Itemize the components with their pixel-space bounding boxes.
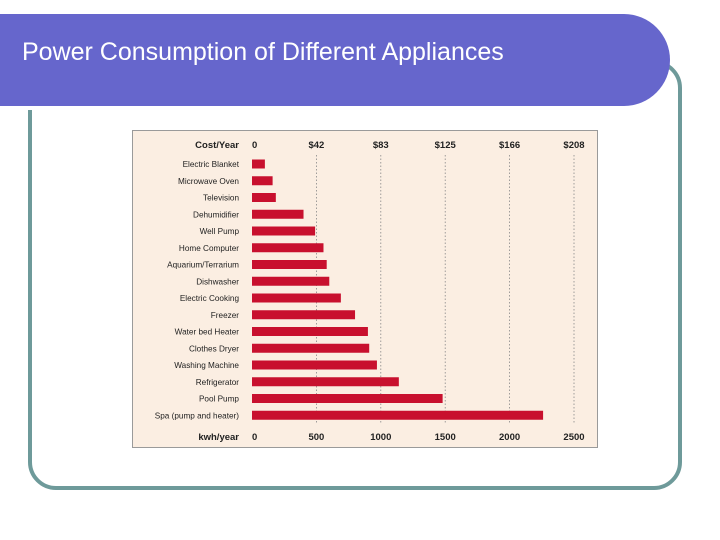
bar — [252, 293, 341, 303]
bar — [252, 226, 316, 236]
category-label: Well Pump — [200, 227, 240, 236]
category-label: Electric Cooking — [180, 294, 240, 303]
bar — [252, 394, 443, 403]
bottom-tick-label: 1000 — [370, 432, 391, 443]
category-label: Television — [203, 194, 239, 203]
category-label: Freezer — [211, 311, 239, 320]
x-axis-label: kwh/year — [198, 432, 239, 443]
category-label: Clothes Dryer — [189, 344, 239, 353]
bar — [252, 176, 273, 186]
bar — [252, 310, 356, 320]
bar — [252, 159, 265, 169]
top-axis-label: Cost/Year — [195, 140, 239, 151]
category-label: Home Computer — [179, 244, 239, 253]
bar — [252, 377, 399, 387]
bottom-tick-label: 0 — [252, 432, 257, 443]
bars — [252, 159, 544, 420]
category-labels: Electric Blanket Microwave Oven Television… — [155, 160, 240, 420]
category-label: Refrigerator — [196, 378, 240, 387]
bar — [252, 260, 327, 269]
category-label: Aquarium/Terrarium — [167, 261, 239, 270]
bar — [252, 209, 304, 219]
bar — [252, 410, 544, 420]
bottom-axis-ticks: 0 500 1000 1500 2000 2500 — [252, 432, 585, 443]
bar — [252, 360, 377, 370]
title-bar — [0, 14, 670, 110]
bar — [252, 193, 276, 202]
category-label: Washing Machine — [174, 361, 239, 370]
chart-panel: Cost/Year kwh/year 0 $42 $83 $125 $166 $208 0… — [132, 130, 598, 448]
bar-chart: Cost/Year kwh/year 0 $42 $83 $125 $166 $208 0… — [155, 140, 585, 443]
category-label: Dehumidifier — [193, 210, 239, 219]
category-label: Pool Pump — [199, 395, 239, 404]
category-label: Microwave Oven — [178, 177, 239, 186]
bottom-tick-label: 2500 — [563, 432, 584, 443]
top-tick-label: $166 — [499, 140, 520, 151]
category-label: Spa (pump and heater) — [155, 411, 239, 420]
category-label: Water bed Heater — [175, 328, 240, 337]
bottom-tick-label: 1500 — [435, 432, 456, 443]
top-tick-label: $125 — [435, 140, 457, 151]
category-label: Electric Blanket — [183, 160, 240, 169]
top-tick-label: $42 — [308, 140, 324, 151]
category-label: Dishwasher — [196, 277, 239, 286]
gridlines — [315, 155, 575, 423]
slide-title: Power Consumption of Different Appliance… — [22, 38, 504, 66]
bar — [252, 243, 324, 253]
bar — [252, 343, 370, 353]
top-tick-label: 0 — [252, 140, 257, 151]
top-axis-ticks: 0 $42 $83 $125 $166 $208 — [252, 140, 585, 151]
bar — [252, 276, 330, 286]
bottom-tick-label: 500 — [308, 432, 324, 443]
title-underline — [0, 106, 640, 110]
top-tick-label: $83 — [373, 140, 389, 151]
bottom-tick-label: 2000 — [499, 432, 520, 443]
bar — [252, 327, 368, 336]
top-tick-label: $208 — [563, 140, 584, 151]
